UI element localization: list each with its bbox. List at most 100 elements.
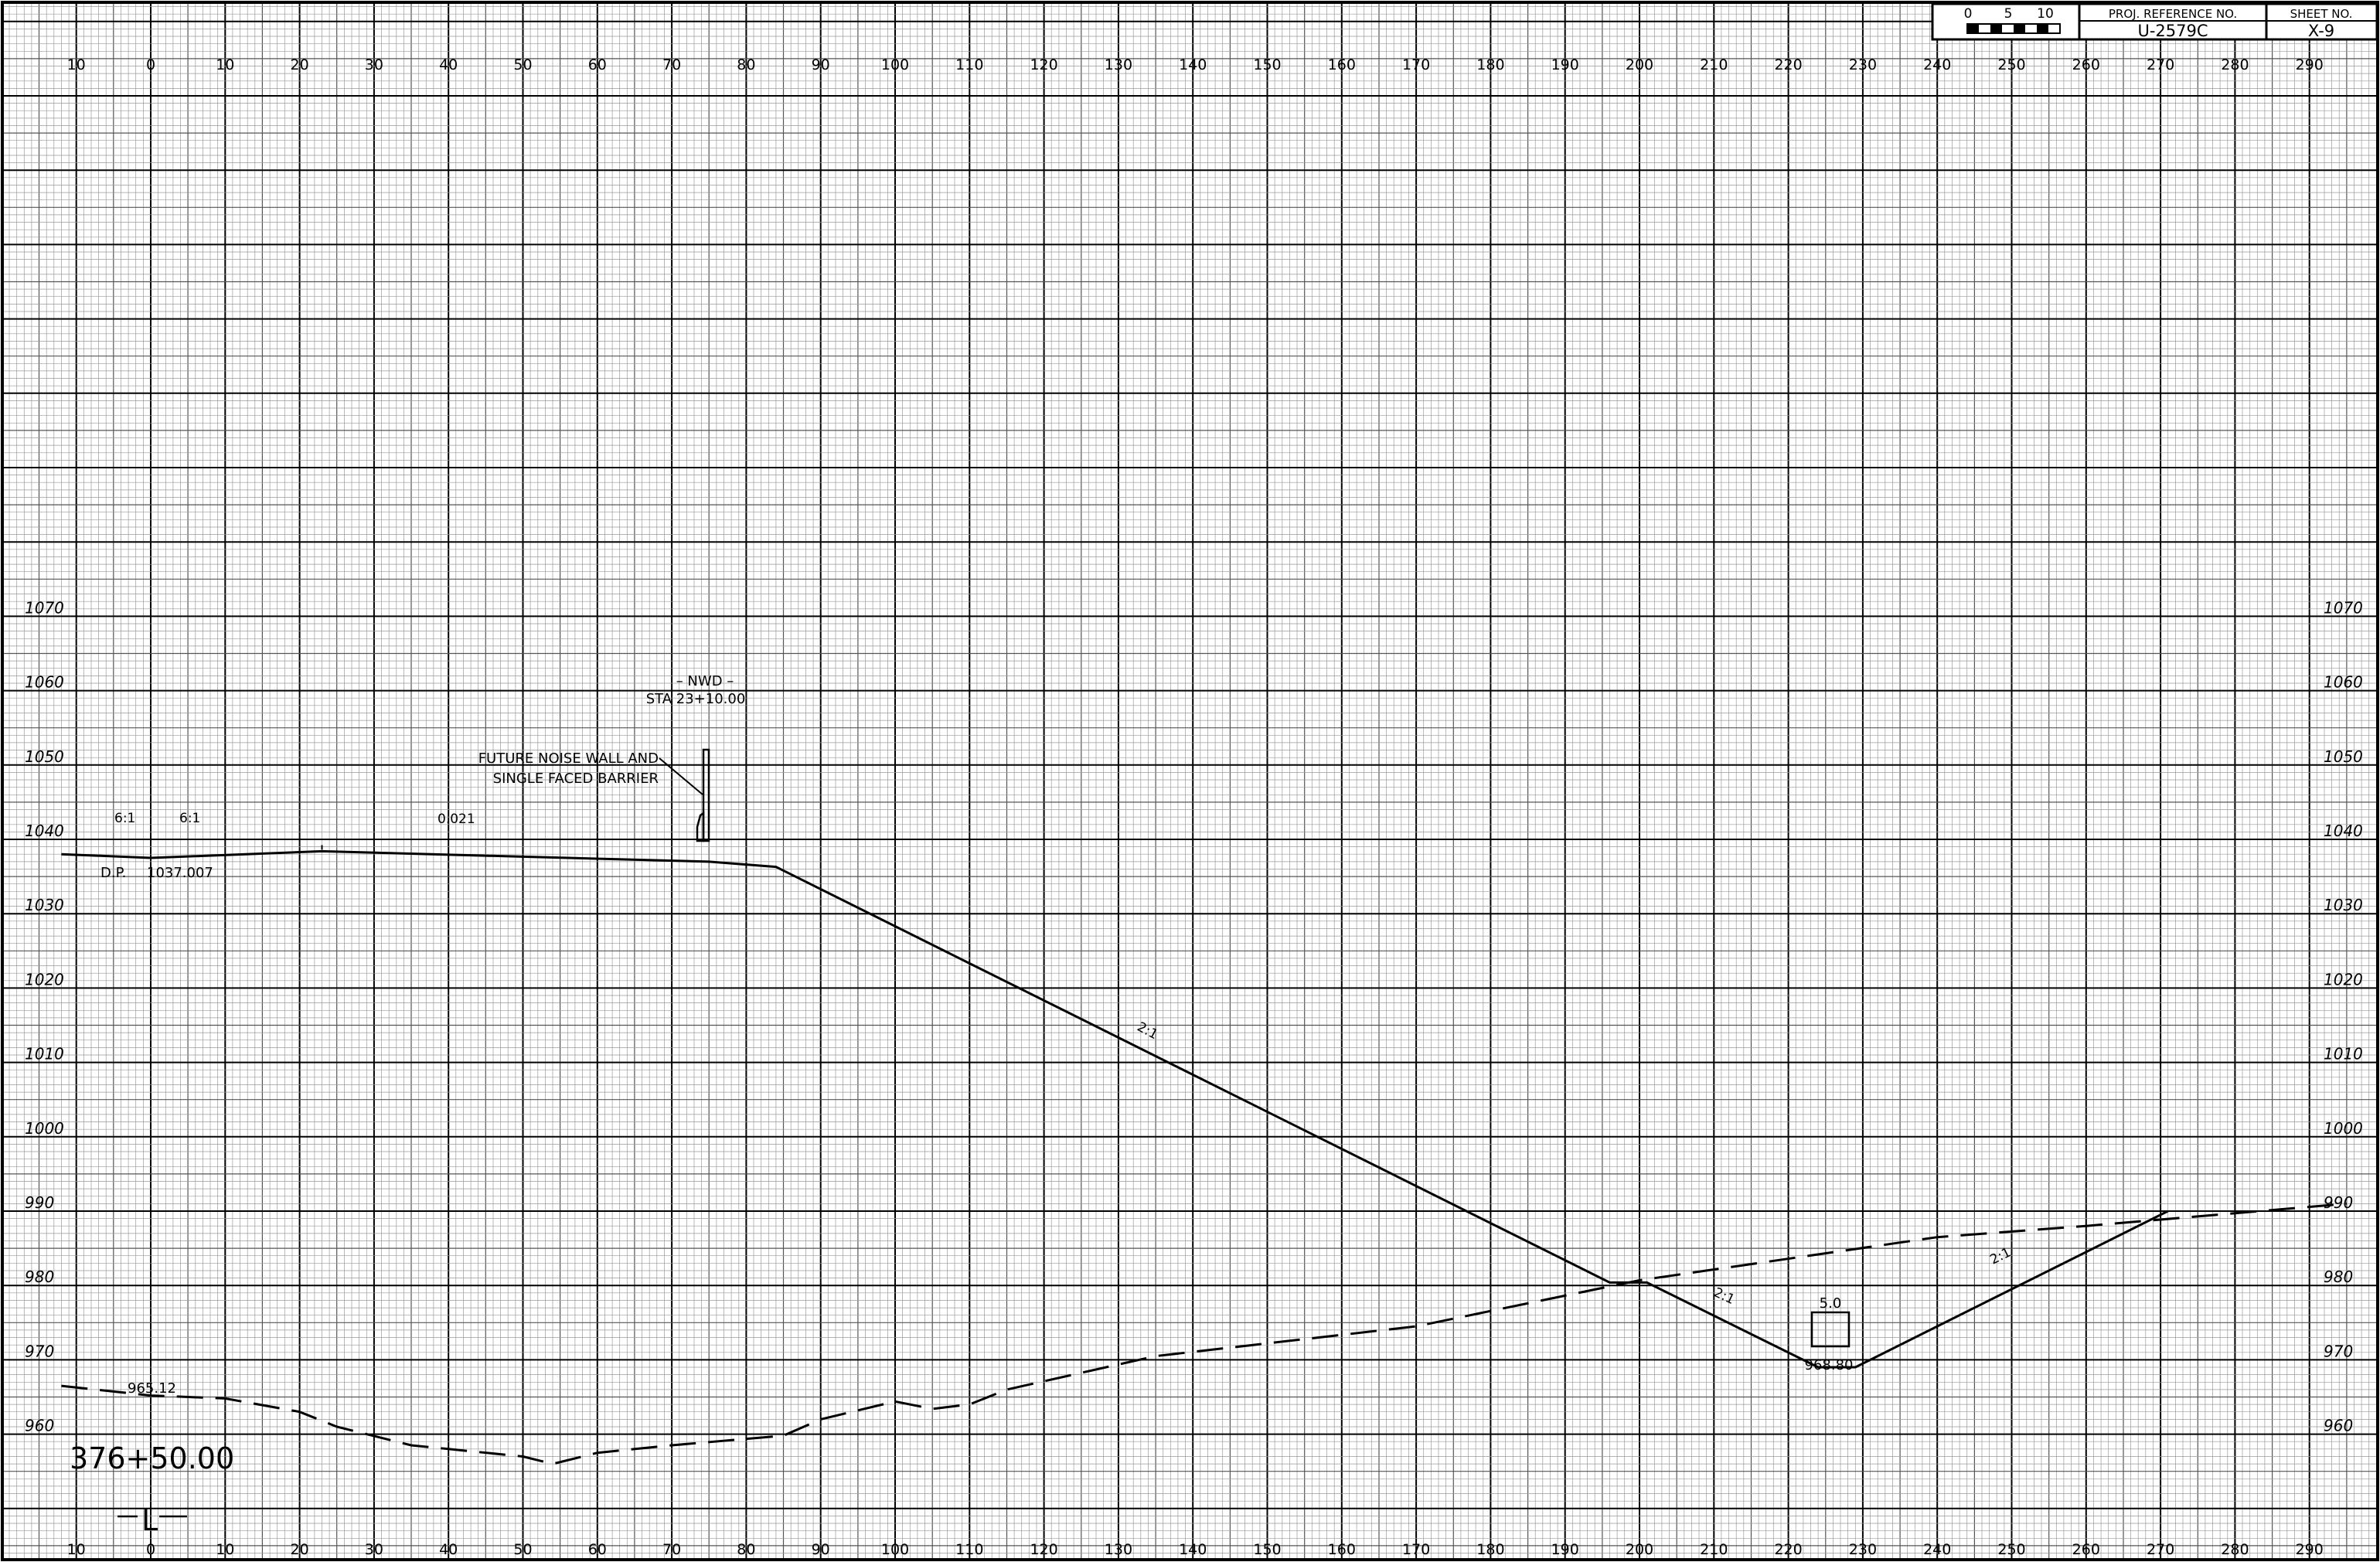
x-axis-label-top: 40	[439, 56, 458, 73]
slope-label-cross: 0.021	[438, 812, 475, 827]
x-axis-label-bottom: 10	[67, 1541, 86, 1558]
x-axis-label-top: 240	[1923, 56, 1951, 73]
graph-grid	[3, 3, 2377, 1559]
x-axis-label-bottom: 120	[1030, 1541, 1057, 1558]
y-axis-label-left: 960	[25, 1417, 54, 1435]
existing-ground-line	[61, 1202, 2348, 1465]
scale-number-5: 5	[2004, 6, 2013, 22]
x-axis-label-top: 50	[513, 56, 532, 73]
y-axis-label-right: 1070	[2324, 598, 2363, 617]
x-axis-label-top: 120	[1030, 56, 1057, 73]
dp-value: 1037.007	[147, 865, 213, 881]
x-axis-label-bottom: 240	[1923, 1541, 1951, 1558]
slope-label-6to1-a: 6:1	[114, 811, 135, 826]
x-axis-label-bottom: 80	[737, 1541, 755, 1558]
x-axis-label-bottom: 10	[216, 1541, 234, 1558]
sheet-number-value: X-9	[2308, 22, 2334, 40]
x-axis-label-top: 160	[1328, 56, 1356, 73]
x-axis-label-top: 0	[146, 56, 155, 73]
y-axis-label-left: 990	[25, 1193, 54, 1212]
x-axis-label-bottom: 0	[146, 1541, 155, 1558]
x-axis-label-top: 90	[812, 56, 830, 73]
dp-label: D.P.	[100, 865, 126, 881]
x-axis-label-bottom: 60	[588, 1541, 607, 1558]
y-axis-label-right: 980	[2324, 1268, 2353, 1286]
x-axis-label-top: 180	[1476, 56, 1504, 73]
x-axis-label-top: 260	[2072, 56, 2100, 73]
slope-label-6to1-b: 6:1	[179, 811, 200, 826]
x-axis-label-bottom: 30	[365, 1541, 383, 1558]
x-axis-label-top: 130	[1105, 56, 1132, 73]
x-axis-label-bottom: 200	[1626, 1541, 1653, 1558]
x-axis-label-top: 140	[1179, 56, 1207, 73]
x-axis-label-bottom: 210	[1700, 1541, 1728, 1558]
y-axis-label-left: 1020	[25, 970, 64, 989]
x-axis-label-bottom: 110	[955, 1541, 983, 1558]
x-axis-label-top: 150	[1253, 56, 1281, 73]
x-axis-label-top: 10	[67, 56, 86, 73]
proj-reference-label: PROJ. REFERENCE NO.	[2109, 7, 2237, 21]
sheet-number-label: SHEET NO.	[2290, 7, 2353, 21]
x-axis-label-top: 70	[662, 56, 681, 73]
x-axis-label-top: 270	[2147, 56, 2174, 73]
x-axis-label-bottom: 230	[1849, 1541, 1877, 1558]
nwd-label: – NWD –	[676, 673, 734, 689]
x-axis-label-bottom: 100	[881, 1541, 909, 1558]
y-axis-label-right: 990	[2324, 1193, 2353, 1212]
centerline-letter: L	[141, 1503, 158, 1537]
x-axis-label-top: 170	[1402, 56, 1430, 73]
proj-reference-value: U-2579C	[2137, 22, 2208, 40]
x-axis-label-bottom: 220	[1774, 1541, 1802, 1558]
x-axis-label-top: 280	[2221, 56, 2249, 73]
y-axis-label-left: 980	[25, 1268, 54, 1286]
x-axis-label-top: 60	[588, 56, 607, 73]
x-axis-label-bottom: 130	[1105, 1541, 1132, 1558]
graphic-scale-bar-icon	[1966, 23, 2061, 34]
x-axis-label-bottom: 140	[1179, 1541, 1207, 1558]
scale-number-0: 0	[1964, 6, 1973, 22]
x-axis-label-top: 30	[365, 56, 383, 73]
y-axis-label-right: 1050	[2324, 747, 2363, 766]
y-axis-label-left: 1000	[25, 1119, 64, 1138]
x-axis-label-top: 250	[1997, 56, 2025, 73]
x-axis-label-top: 290	[2296, 56, 2324, 73]
station-label: 376+50.00	[70, 1441, 234, 1475]
x-axis-label-top: 80	[737, 56, 755, 73]
x-axis-label-bottom: 150	[1253, 1541, 1281, 1558]
y-axis-label-left: 1030	[25, 896, 64, 914]
ground-elevation-label: 965.12	[128, 1380, 176, 1397]
y-axis-labels-left: 1070 1060 1050 1040 1030 1020 1010 1000 990 980 97…	[25, 598, 64, 1434]
x-axis-label-top: 20	[291, 56, 309, 73]
y-axis-label-left: 1050	[25, 747, 64, 766]
ditch-width-label: 5.0	[1820, 1295, 1842, 1312]
noise-wall-barrier-icon	[659, 748, 710, 842]
x-axis-labels-bottom: 10 0 10 20 30 40 50 60 70 80 90 100 110 120 130 140 150 1…	[67, 1541, 2324, 1558]
x-axis-label-top: 110	[955, 56, 983, 73]
title-block: 0 5 10 PROJ. REFERENCE NO. U-2579C SHEET…	[1931, 2, 2378, 41]
y-axis-label-right: 1000	[2324, 1119, 2363, 1138]
x-axis-label-top: 210	[1700, 56, 1728, 73]
x-axis-label-top: 190	[1551, 56, 1579, 73]
x-axis-label-bottom: 50	[513, 1541, 532, 1558]
noise-wall-note-line2: SINGLE FACED BARRIER	[493, 771, 659, 787]
y-axis-label-left: 970	[25, 1342, 54, 1360]
proposed-grade-line	[61, 849, 2169, 1369]
grade-lines	[61, 845, 2348, 1465]
x-axis-label-bottom: 40	[439, 1541, 458, 1558]
x-axis-label-bottom: 180	[1476, 1541, 1504, 1558]
y-axis-label-right: 1020	[2324, 970, 2363, 989]
y-axis-label-right: 1060	[2324, 673, 2363, 692]
x-axis-label-bottom: 20	[291, 1541, 309, 1558]
scale-number-10: 10	[2037, 6, 2054, 22]
x-axis-label-top: 220	[1774, 56, 1802, 73]
y-axis-label-left: 1070	[25, 598, 64, 617]
x-axis-label-bottom: 90	[812, 1541, 830, 1558]
ditch-box-icon	[1810, 1311, 1851, 1348]
x-axis-label-top: 200	[1626, 56, 1653, 73]
nwd-station-label: STA 23+10.00	[646, 691, 746, 707]
y-axis-label-left: 1040	[25, 822, 64, 840]
x-axis-label-bottom: 170	[1402, 1541, 1430, 1558]
x-axis-label-bottom: 250	[1997, 1541, 2025, 1558]
y-axis-labels-right: 1070 1060 1050 1040 1030 1020 1010 1000 990 980 97…	[2324, 598, 2363, 1434]
